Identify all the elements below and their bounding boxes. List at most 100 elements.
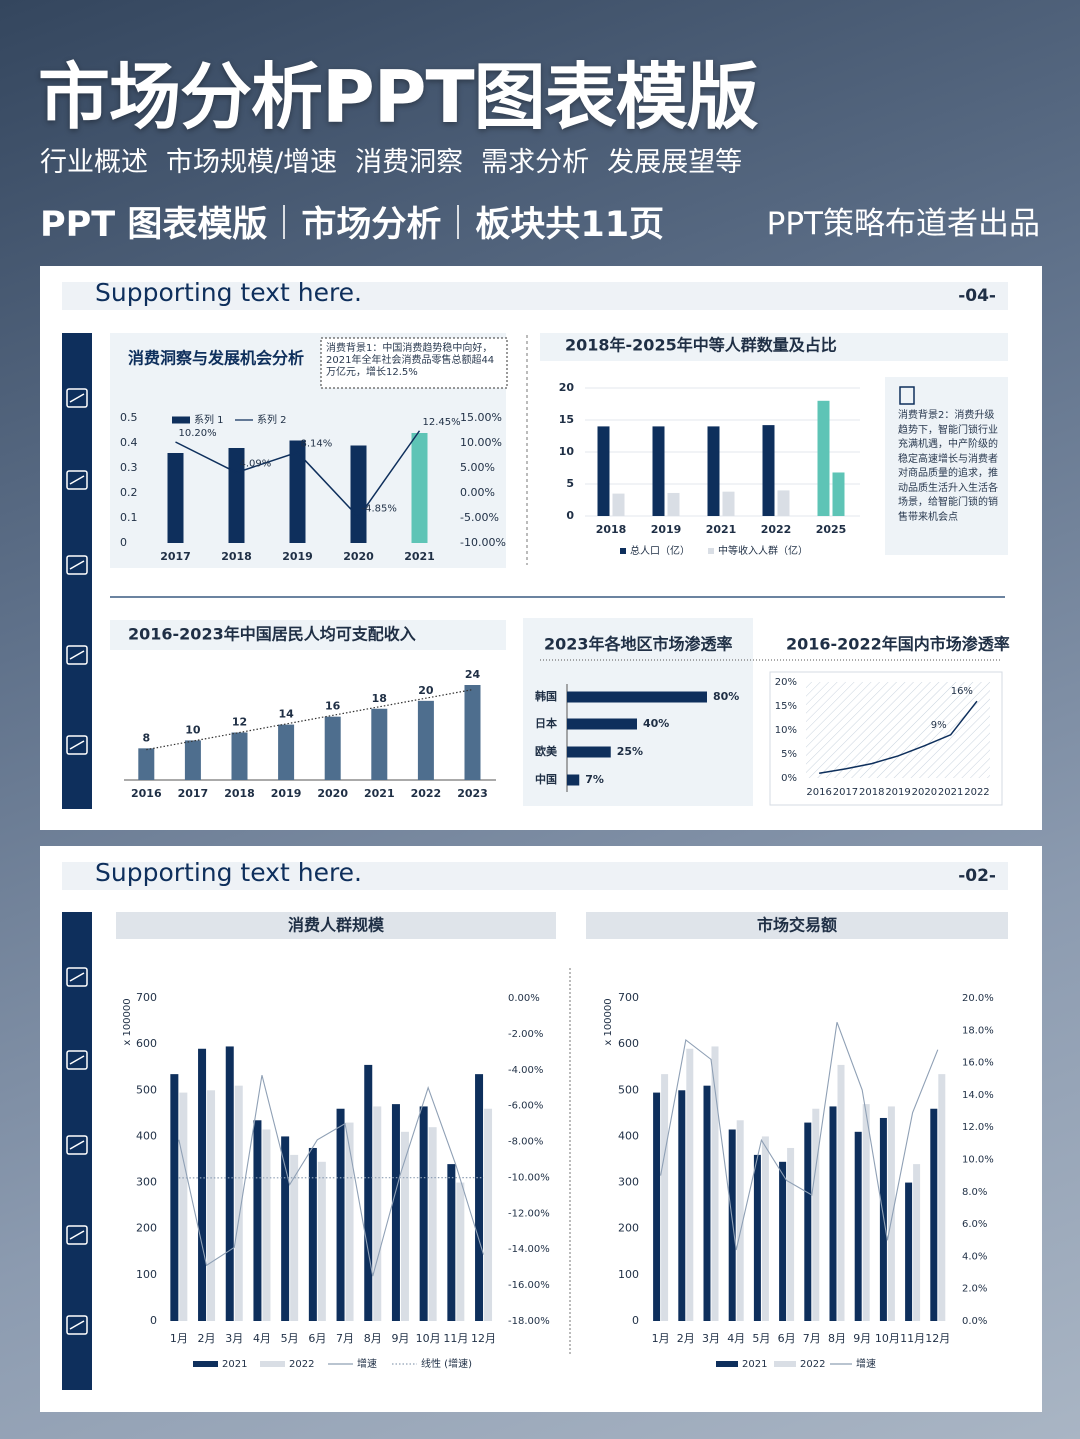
chart-title: 2018年-2025年中等人群数量及占比 bbox=[565, 336, 837, 355]
title: 市场分析PPT图表模版 bbox=[38, 55, 759, 139]
x-tick-label: 8月 bbox=[828, 1332, 846, 1345]
subtitle-item: 市场规模/增速 bbox=[166, 147, 338, 178]
heading-bar bbox=[62, 282, 1008, 310]
x-tick-label: 9月 bbox=[853, 1332, 871, 1345]
bar bbox=[391, 1104, 400, 1321]
bar bbox=[411, 433, 428, 543]
subtitle-item: 消费洞察 bbox=[355, 147, 464, 178]
data-label: 40% bbox=[643, 717, 669, 730]
x-tick-label: 2018 bbox=[596, 523, 627, 536]
y-tick-label: 400 bbox=[618, 1129, 639, 1142]
bar bbox=[703, 1085, 711, 1321]
y-tick-label: 700 bbox=[136, 991, 157, 1004]
author: PPT策略布道者出品 bbox=[766, 206, 1040, 242]
y2-tick-label: -10.00% bbox=[508, 1172, 550, 1183]
y-tick-label: 200 bbox=[136, 1222, 157, 1235]
bar bbox=[711, 1046, 719, 1321]
x-tick-label: 2018 bbox=[224, 787, 255, 800]
y-tick-label: 100 bbox=[618, 1268, 639, 1281]
x-tick-label: 5月 bbox=[281, 1332, 299, 1345]
x-tick-label: 2019 bbox=[271, 787, 302, 800]
bar bbox=[804, 1122, 812, 1321]
bar bbox=[290, 1154, 299, 1321]
note: 消费背景1：中国消费趋势稳中向好，2021年全年社会消费品零售总额超44万亿元，… bbox=[326, 343, 495, 378]
data-label: 80% bbox=[713, 690, 739, 703]
y-tick-label: 0.4 bbox=[120, 436, 138, 449]
x-tick-label: 2020 bbox=[317, 787, 348, 800]
data-label: 20 bbox=[418, 684, 434, 697]
bar bbox=[707, 426, 720, 516]
bar bbox=[475, 1074, 484, 1321]
y-tick-label: 20% bbox=[775, 677, 797, 688]
data-label: 12 bbox=[232, 716, 247, 729]
line bbox=[175, 430, 421, 519]
y2-tick-label: -10.00% bbox=[460, 536, 506, 549]
y2-tick-label: 10.00% bbox=[460, 436, 502, 449]
axis-label: x 100000 bbox=[122, 998, 133, 1045]
panel bbox=[885, 377, 1008, 555]
y-tick-label: 0.5 bbox=[120, 411, 138, 424]
data-label: 8 bbox=[142, 731, 150, 744]
trend-line bbox=[146, 689, 473, 751]
plot-background bbox=[806, 682, 990, 778]
bar bbox=[447, 1164, 456, 1321]
x-tick-label: 2022 bbox=[761, 523, 792, 536]
bar bbox=[262, 1129, 271, 1321]
legend-label: 2022 bbox=[800, 1359, 825, 1370]
y-tick-label: 0 bbox=[120, 536, 127, 549]
bar bbox=[253, 1120, 262, 1321]
bar bbox=[234, 1085, 243, 1321]
legend-swatch bbox=[774, 1361, 796, 1367]
note-box bbox=[320, 337, 508, 389]
legend-label: 增速 bbox=[357, 1357, 377, 1370]
line bbox=[819, 700, 978, 774]
x-tick-label: 12月 bbox=[925, 1332, 950, 1345]
bar bbox=[728, 1129, 736, 1321]
separator bbox=[457, 204, 460, 239]
icon bbox=[69, 972, 85, 982]
bar bbox=[887, 1106, 895, 1321]
legend-swatch bbox=[172, 416, 190, 424]
bar bbox=[762, 425, 775, 516]
x-tick-label: 2022 bbox=[964, 787, 989, 798]
icon bbox=[66, 1050, 88, 1070]
bar bbox=[278, 724, 295, 780]
page-number: -02- bbox=[958, 866, 996, 886]
x-tick-label: 2017 bbox=[833, 787, 858, 798]
y2-tick-label: 6.0% bbox=[962, 1219, 987, 1230]
bar bbox=[198, 1048, 207, 1321]
y2-tick-label: 4.0% bbox=[962, 1251, 987, 1262]
bar bbox=[364, 1064, 373, 1321]
x-tick-label: 2016 bbox=[131, 787, 162, 800]
y-tick-label: 20 bbox=[559, 381, 575, 394]
bar bbox=[373, 1106, 382, 1321]
x-tick-label: 4月 bbox=[253, 1332, 271, 1345]
bar bbox=[138, 748, 155, 780]
x-tick-label: 10月 bbox=[416, 1332, 441, 1345]
chart-title: 市场交易额 bbox=[757, 916, 837, 935]
icon bbox=[69, 560, 85, 570]
y2-tick-label: -5.00% bbox=[460, 511, 499, 524]
y2-tick-label: 16.0% bbox=[962, 1058, 994, 1069]
y2-tick-label: -14.00% bbox=[508, 1244, 550, 1255]
tagline-item: 市场分析 bbox=[301, 205, 442, 245]
y-tick-label: 500 bbox=[618, 1083, 639, 1096]
y-tick-label: 100 bbox=[136, 1268, 157, 1281]
x-tick-label: 6月 bbox=[778, 1332, 796, 1345]
y2-tick-label: 8.0% bbox=[962, 1187, 987, 1198]
icon bbox=[69, 1320, 85, 1330]
icon bbox=[69, 475, 85, 485]
legend-label: 增速 bbox=[856, 1357, 876, 1370]
legend-label: 2021 bbox=[222, 1359, 247, 1370]
bar bbox=[417, 700, 434, 780]
icon bbox=[66, 967, 88, 987]
y2-tick-label: 14.0% bbox=[962, 1090, 994, 1101]
bar bbox=[184, 740, 201, 780]
page-heading: Supporting text here. bbox=[95, 858, 362, 887]
bar bbox=[167, 453, 184, 543]
bar bbox=[371, 708, 388, 780]
bar bbox=[686, 1048, 694, 1321]
y2-tick-label: -16.00% bbox=[508, 1280, 550, 1291]
